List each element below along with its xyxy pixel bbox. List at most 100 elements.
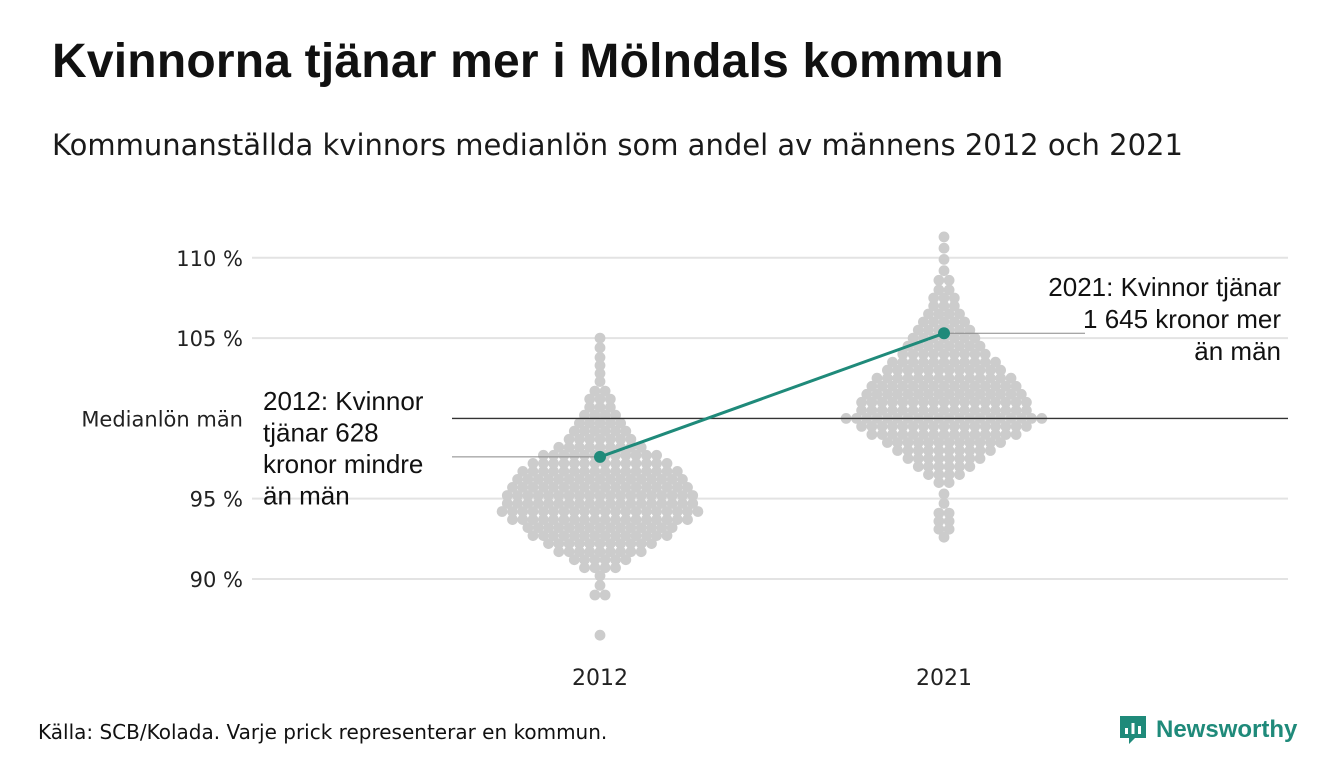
municipality-dot [558,530,570,541]
municipality-dot [969,396,981,408]
municipality-dot [856,421,867,432]
municipality-dot [954,453,965,464]
municipality-dot [584,441,596,453]
municipality-dot [943,523,955,535]
municipality-dot [1000,421,1012,432]
municipality-dot [584,401,596,413]
municipality-dot [954,445,965,456]
municipality-dot [876,405,888,416]
municipality-dot [964,372,976,384]
municipality-dot [615,522,626,533]
municipality-dot [948,292,960,304]
municipality-dot [610,562,621,574]
municipality-dot [923,308,934,320]
municipality-dot [974,364,986,376]
municipality-dot [584,546,596,558]
municipality-dot [604,498,616,509]
municipality-dot [959,405,970,416]
municipality-dot [979,429,991,440]
municipality-dot [943,388,955,400]
municipality-dot [687,498,699,509]
municipality-dot [928,316,940,328]
municipality-dot [558,506,570,517]
municipality-dot [553,522,565,533]
municipality-dot [974,388,986,400]
municipality-dot [938,231,950,243]
municipality-dot [574,441,585,453]
municipality-dot [568,449,580,461]
municipality-dot [682,514,693,525]
municipality-dot [897,405,909,416]
municipality-dot [599,530,611,541]
municipality-dot [892,388,903,400]
municipality-dot [615,490,626,501]
reference-line-label: Medianlön män [81,407,243,431]
municipality-dot [563,498,575,509]
municipality-dot [959,332,970,344]
chart-title: Kvinnorna tjänar mer i Mölndals kommun [52,35,1004,88]
municipality-dot [641,530,652,541]
municipality-dot [594,368,606,379]
municipality-dot [610,530,621,541]
municipality-dot [923,324,934,336]
municipality-dot [990,380,1001,392]
municipality-dot [666,474,678,485]
municipality-dot [954,388,965,400]
municipality-dot [990,429,1001,440]
municipality-dot [677,474,688,485]
municipality-dot [553,498,565,509]
municipality-dot [646,490,657,501]
municipality-dot [948,380,960,392]
municipality-dot [902,453,914,464]
municipality-dot [1010,421,1022,432]
municipality-dot [933,284,945,296]
municipality-dot [933,388,945,400]
municipality-dot [928,292,940,304]
municipality-dot [610,514,621,525]
municipality-dot [677,498,688,509]
municipality-dot [918,316,929,328]
municipality-dot [553,474,565,485]
municipality-dot [897,421,909,432]
beeswarm-chart: 90 % 95 % 105 % 110 % Medianlön män 2012: Kvi… [81,231,1288,691]
municipality-dot [933,453,945,464]
municipality-dot [923,461,934,472]
municipality-dot [887,405,898,416]
municipality-dot [938,488,950,500]
municipality-dot [943,515,955,527]
municipality-dot [1010,396,1022,408]
municipality-dot [625,490,637,501]
municipality-dot [599,514,611,525]
municipality-dot [543,538,554,549]
municipality-dot [599,466,611,477]
municipality-dot [620,482,632,493]
municipality-dot [543,522,554,533]
municipality-dot [579,514,590,525]
municipality-dot [496,506,508,517]
municipality-dot [630,458,642,469]
municipality-dot [548,458,559,469]
municipality-dot [995,372,1006,384]
municipality-dot [630,530,642,541]
municipality-dot [943,453,955,464]
municipality-dot [589,589,601,601]
municipality-dot [677,490,688,501]
municipality-dot [584,498,596,509]
municipality-dot [548,530,559,541]
municipality-dot [512,498,523,509]
municipality-dot [964,364,976,376]
municipality-dot [532,490,544,501]
municipality-dot [594,570,606,582]
municipality-dot [938,396,950,408]
municipality-dot [599,562,611,574]
municipality-dot [594,441,606,453]
municipality-dot [651,514,662,525]
municipality-dot [969,380,981,392]
municipality-dot [954,340,965,352]
municipality-dot [969,429,981,440]
municipality-dot [594,332,606,344]
municipality-dot [579,562,590,574]
brand-logo: Newsworthy [1118,714,1297,746]
municipality-dot [589,466,601,477]
municipality-dot [522,522,534,533]
